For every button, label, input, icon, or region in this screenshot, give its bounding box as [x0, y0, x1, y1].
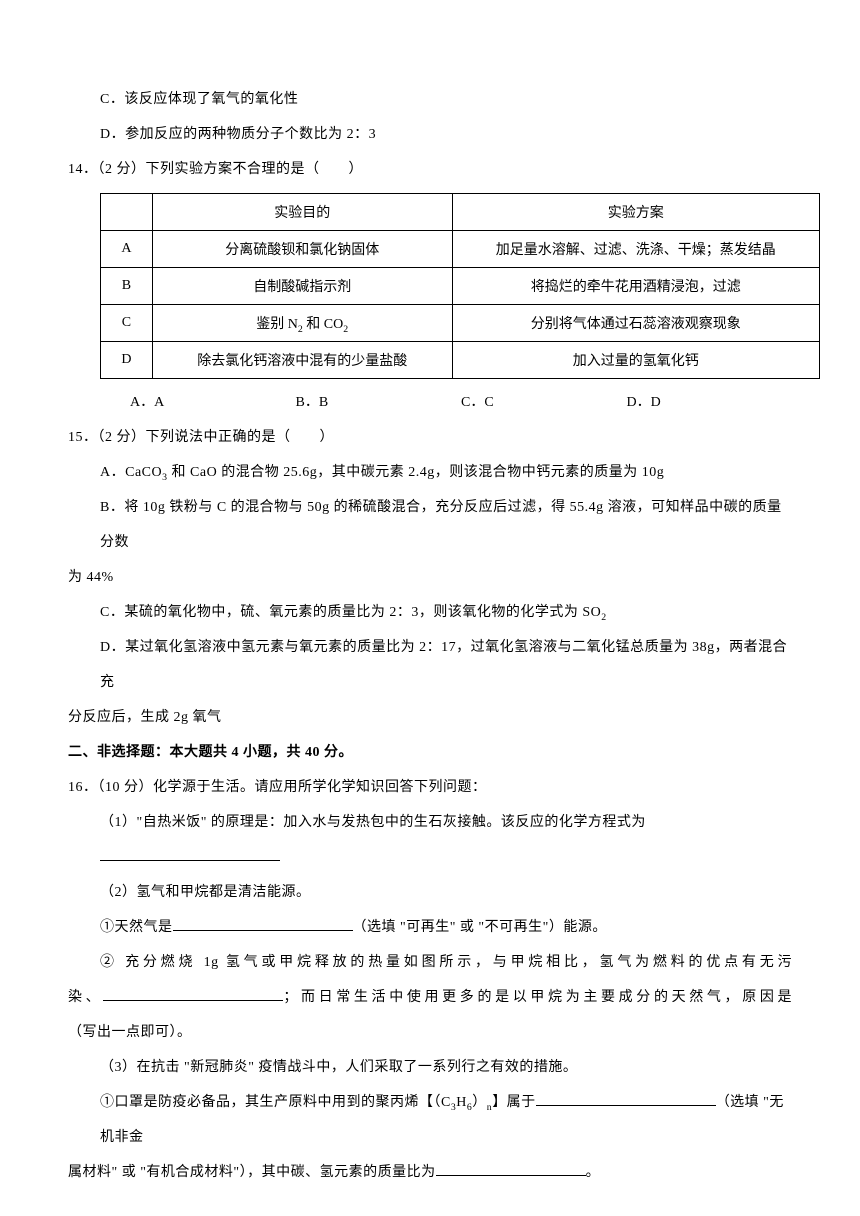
table-row: A 分离硫酸钡和氯化钠固体 加足量水溶解、过滤、洗涤、干燥；蒸发结晶 [101, 231, 820, 268]
q16-p2-1: ①天然气是（选填 "可再生" 或 "不可再生"）能源。 [68, 910, 792, 945]
q13-opt-d: D．参加反应的两种物质分子个数比为 2：3 [68, 117, 792, 152]
q16-stem: 16．（10 分）化学源于生活。请应用所学化学知识回答下列问题： [68, 770, 792, 805]
table-cell-purpose: 分离硫酸钡和氯化钠固体 [152, 231, 452, 268]
table-cell-purpose: 自制酸碱指示剂 [152, 268, 452, 305]
blank-input [536, 1091, 716, 1106]
q14-opt-c: C．C [461, 385, 627, 420]
q15-stem: 15．（2 分）下列说法中正确的是（ ） [68, 420, 792, 455]
q15-opt-d: D．某过氧化氢溶液中氢元素与氧元素的质量比为 2：17，过氧化氢溶液与二氧化锰总… [68, 630, 792, 700]
table-header-purpose: 实验目的 [152, 194, 452, 231]
q14-table: 实验目的 实验方案 A 分离硫酸钡和氯化钠固体 加足量水溶解、过滤、洗涤、干燥；… [100, 193, 820, 379]
q16-p2-2b: 染、；而日常生活中使用更多的是以甲烷为主要成分的天然气，原因是 [68, 980, 792, 1015]
section2-title: 二、非选择题：本大题共 4 小题，共 40 分。 [68, 735, 792, 770]
table-cell-key: D [101, 342, 153, 379]
table-cell-scheme: 加入过量的氢氧化钙 [452, 342, 820, 379]
q16-p3: （3）在抗击 "新冠肺炎" 疫情战斗中，人们采取了一系列行之有效的措施。 [68, 1050, 792, 1085]
q14-options: A．A B．B C．C D．D [68, 385, 792, 420]
q16-p2-2d: （写出一点即可）。 [68, 1015, 792, 1050]
q15-opt-b: B．将 10g 铁粉与 C 的混合物与 50g 的稀硫酸混合，充分反应后过滤，得… [68, 490, 792, 560]
q15-opt-b2: 为 44% [68, 560, 792, 595]
table-row: D 除去氯化钙溶液中混有的少量盐酸 加入过量的氢氧化钙 [101, 342, 820, 379]
table-header-scheme: 实验方案 [452, 194, 820, 231]
q14-opt-a: A．A [130, 385, 296, 420]
q16-p2-2a: ② 充分燃烧 1g 氢气或甲烷释放的热量如图所示，与甲烷相比，氢气为燃料的优点有… [68, 945, 792, 980]
q16-p2: （2）氢气和甲烷都是清洁能源。 [68, 875, 792, 910]
table-cell-purpose: 鉴别 N2 和 CO2 [152, 305, 452, 342]
table-cell-scheme: 将捣烂的牵牛花用酒精浸泡，过滤 [452, 268, 820, 305]
q14-stem: 14．（2 分）下列实验方案不合理的是（ ） [68, 152, 792, 187]
table-cell-key: A [101, 231, 153, 268]
blank-input [103, 986, 283, 1001]
table-row: C 鉴别 N2 和 CO2 分别将气体通过石蕊溶液观察现象 [101, 305, 820, 342]
q15-opt-d2: 分反应后，生成 2g 氧气 [68, 700, 792, 735]
q13-opt-c: C．该反应体现了氧气的氧化性 [68, 82, 792, 117]
q14-opt-b: B．B [296, 385, 462, 420]
table-cell-scheme: 加足量水溶解、过滤、洗涤、干燥；蒸发结晶 [452, 231, 820, 268]
blank-input [100, 846, 280, 861]
table-cell-key: B [101, 268, 153, 305]
q14-opt-d: D．D [627, 385, 793, 420]
table-row: B 自制酸碱指示剂 将捣烂的牵牛花用酒精浸泡，过滤 [101, 268, 820, 305]
q15-opt-c: C．某硫的氧化物中，硫、氧元素的质量比为 2：3，则该氧化物的化学式为 SO2 [68, 595, 792, 630]
table-header-row: 实验目的 实验方案 [101, 194, 820, 231]
table-cell-purpose: 除去氯化钙溶液中混有的少量盐酸 [152, 342, 452, 379]
q16-p3-1: ①口罩是防疫必备品，其生产原料中用到的聚丙烯【（C3H6）n】属于（选填 "无机… [68, 1085, 792, 1155]
table-header-blank [101, 194, 153, 231]
table-cell-scheme: 分别将气体通过石蕊溶液观察现象 [452, 305, 820, 342]
q15-opt-a: A．CaCO3 和 CaO 的混合物 25.6g，其中碳元素 2.4g，则该混合… [68, 455, 792, 490]
blank-input [436, 1161, 586, 1176]
blank-input [173, 916, 353, 931]
table-cell-key: C [101, 305, 153, 342]
q16-p3-1e: 属材料" 或 "有机合成材料"），其中碳、氢元素的质量比为。 [68, 1155, 792, 1190]
q16-p1: （1）"自热米饭" 的原理是：加入水与发热包中的生石灰接触。该反应的化学方程式为 [68, 805, 792, 875]
